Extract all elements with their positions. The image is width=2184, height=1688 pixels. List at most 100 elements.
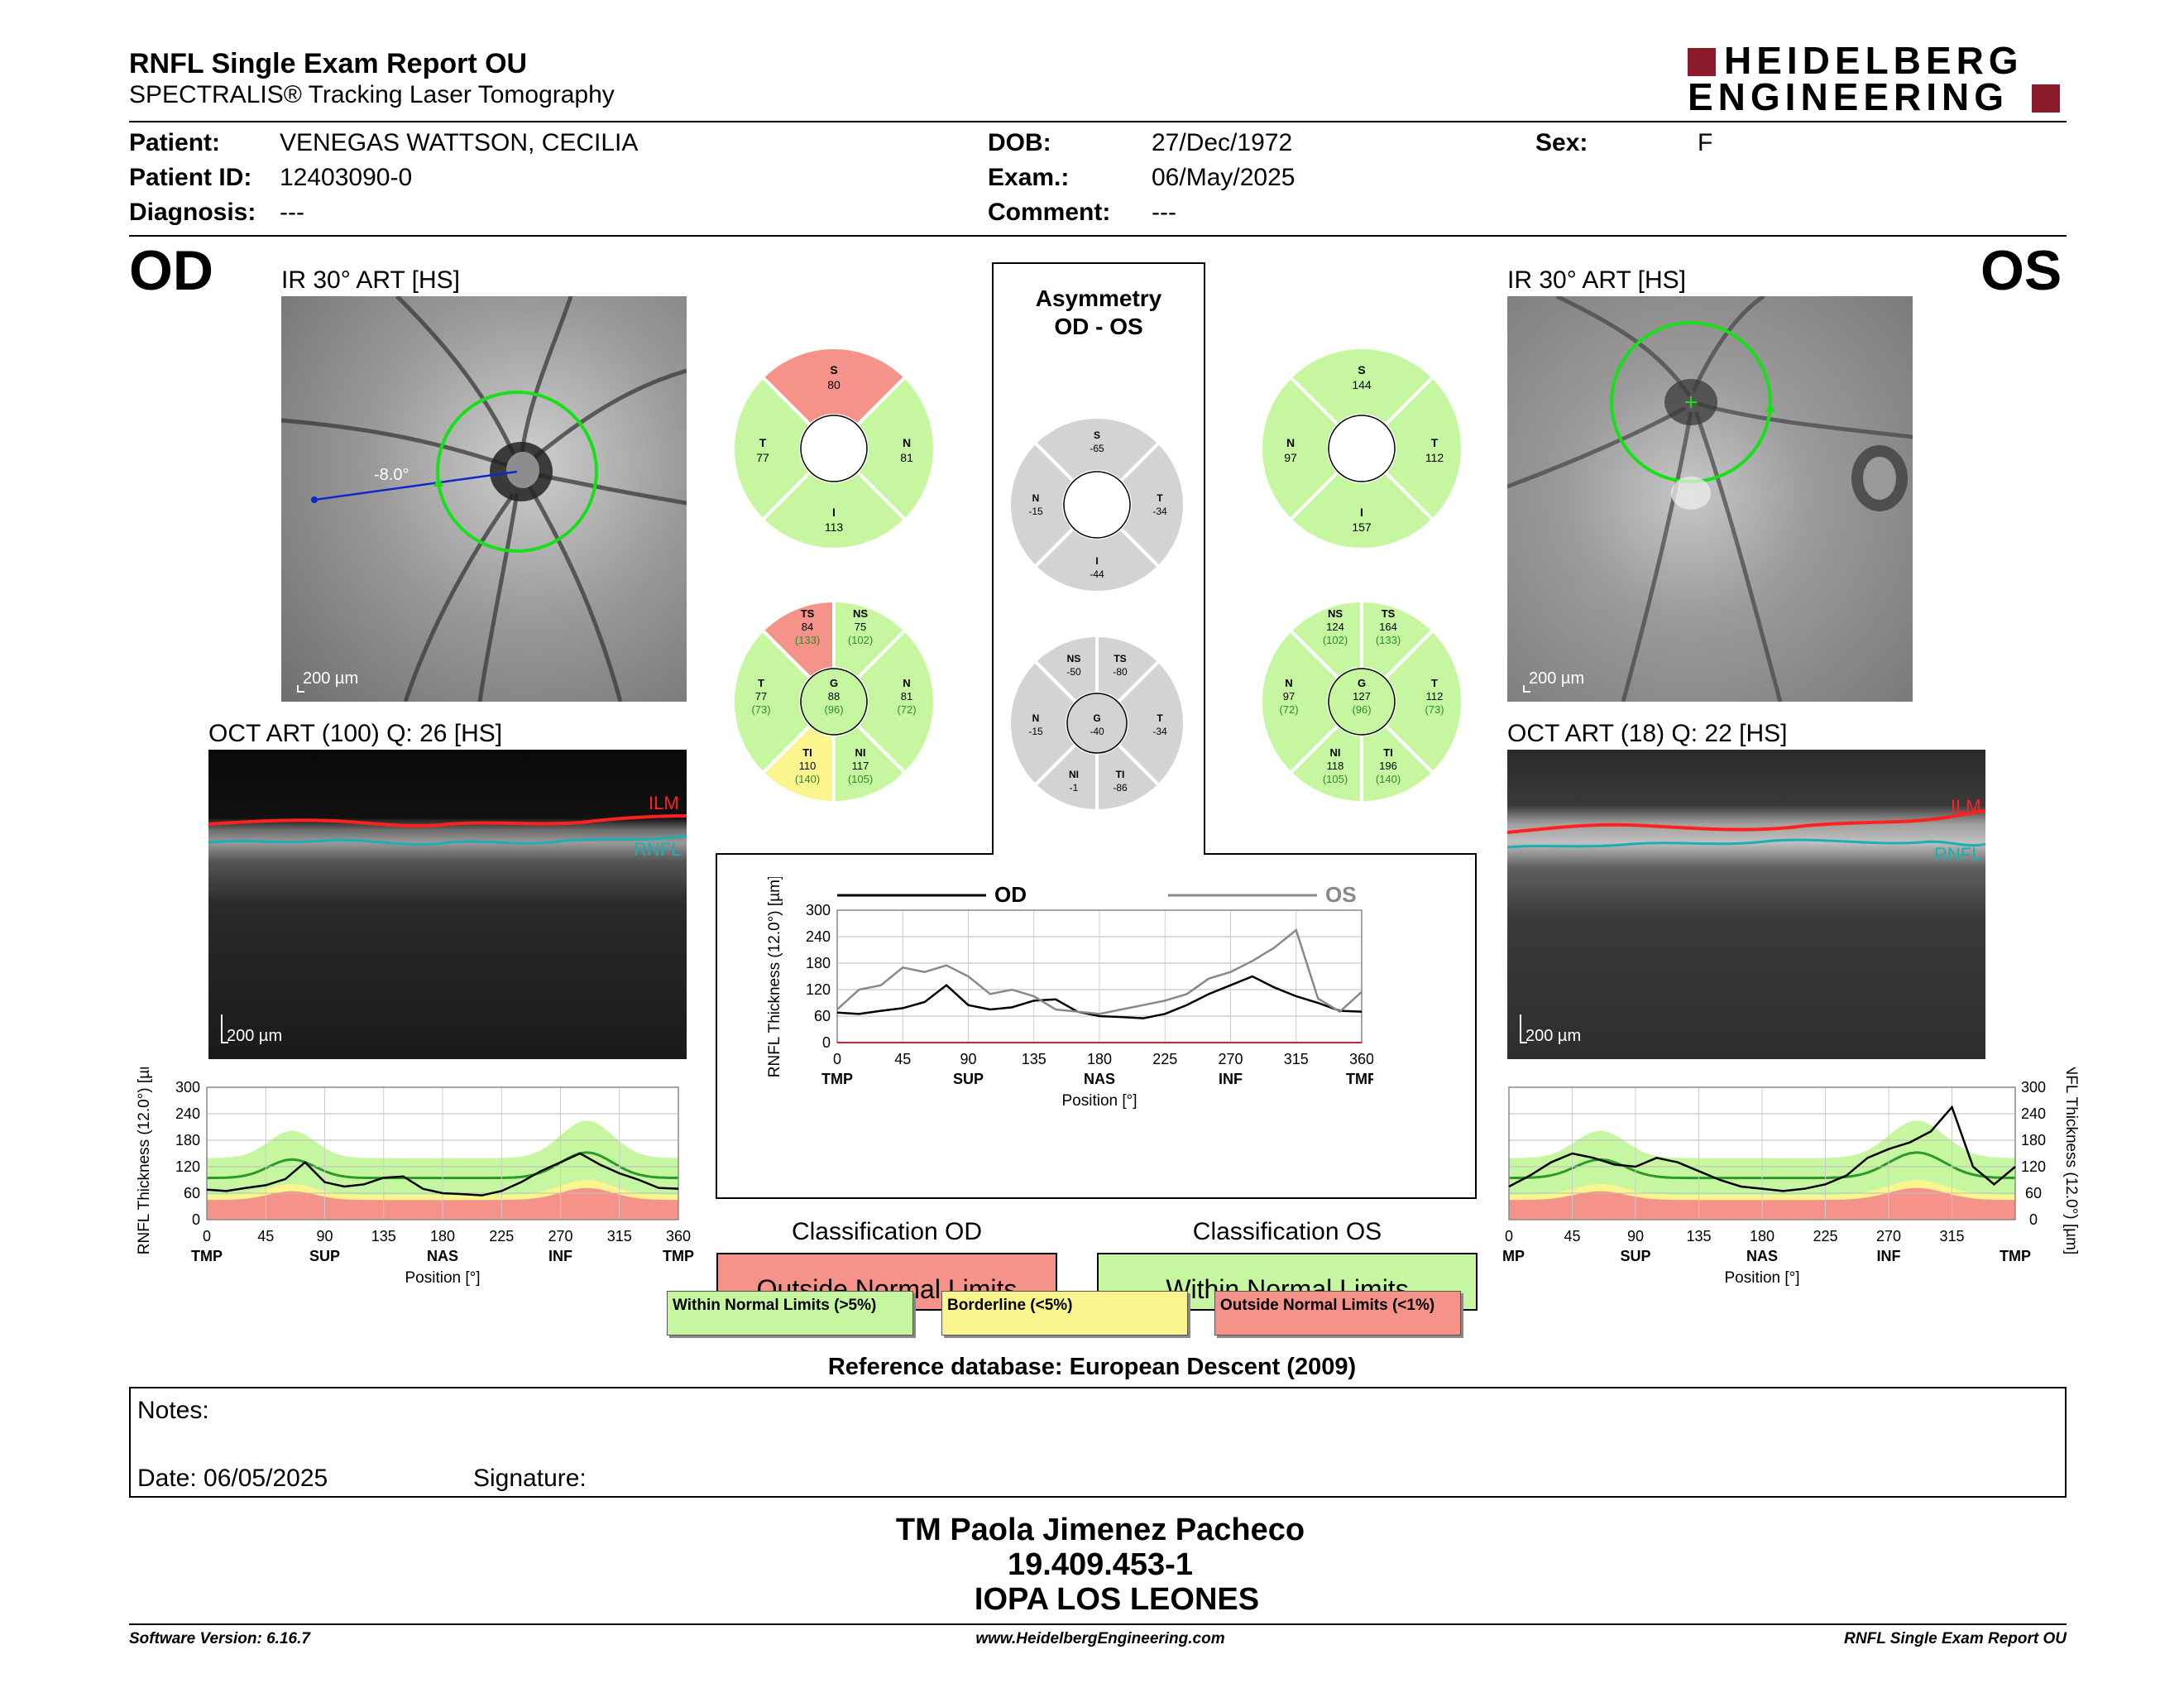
os-quad-i-label: I xyxy=(1360,506,1363,519)
x-tick-label: 135 xyxy=(1686,1228,1711,1244)
os-ir-fundus-image: 200 µm xyxy=(1507,296,1913,702)
x-tick-label: 270 xyxy=(548,1228,572,1244)
od-ir-fundus-image: -8.0° 200 µm xyxy=(281,296,687,702)
svg-text:N: N xyxy=(1285,677,1292,689)
od-sector-g xyxy=(800,668,868,736)
x-tick-label: 90 xyxy=(1627,1228,1644,1244)
svg-text:TI: TI xyxy=(1383,746,1393,759)
svg-text:117: 117 xyxy=(852,760,869,772)
stamp-line-3: IOPA LOS LEONES xyxy=(974,1582,1260,1617)
svg-text:TI: TI xyxy=(1116,769,1125,780)
legend-outside-normal: Outside Normal Limits (<1%) xyxy=(1214,1291,1461,1336)
os-rnfl-profile-chart: 0 60 120 180 240 300 0 45 90 135 180 225 270 315 TMP SU… xyxy=(1502,1067,2080,1287)
svg-text:T: T xyxy=(1431,677,1438,689)
footer-url[interactable]: www.HeidelbergEngineering.com xyxy=(975,1630,1225,1647)
y-tick-label: 60 xyxy=(814,1008,831,1024)
asymmetry-title-2: OD - OS xyxy=(1054,314,1142,339)
od-quad-t-label: T xyxy=(759,436,767,449)
svg-text:112: 112 xyxy=(1426,690,1444,703)
os-quad-s-value: 144 xyxy=(1352,378,1372,391)
series-line-1 xyxy=(1508,1105,2016,1192)
od-sector-diagram: TS 84 (133) NS 75 (102) T 77 (73) G 88 (… xyxy=(731,598,936,805)
region-label: NAS xyxy=(1746,1248,1778,1264)
notes-box: Notes: Date: 06/05/2025 Signature: xyxy=(129,1387,2067,1498)
svg-text:-86: -86 xyxy=(1113,782,1128,794)
y-tick-label: 300 xyxy=(806,902,831,918)
od-oct-bscan: ILM RNFL 200 µm xyxy=(208,750,687,1059)
x-tick-label: 225 xyxy=(1813,1228,1837,1244)
svg-text:77: 77 xyxy=(755,690,767,703)
svg-text:84: 84 xyxy=(802,621,813,633)
dob-value: 27/Dec/1972 xyxy=(1152,129,1293,156)
svg-text:G: G xyxy=(1093,712,1100,724)
y-tick-label: 300 xyxy=(175,1079,200,1096)
report-subtitle: SPECTRALIS® Tracking Laser Tomography xyxy=(129,81,615,108)
svg-text:81: 81 xyxy=(901,690,912,703)
region-label: SUP xyxy=(953,1071,984,1087)
os-sector-g xyxy=(1328,668,1396,736)
diagnosis-label: Diagnosis: xyxy=(129,199,256,226)
svg-text:124: 124 xyxy=(1326,621,1344,633)
plot-frame xyxy=(206,1086,679,1220)
heidelberg-logo: HEIDELBERG ENGINEERING xyxy=(1688,41,2068,118)
svg-text:75: 75 xyxy=(855,621,866,633)
svg-text:88: 88 xyxy=(828,690,840,703)
os-quad-s-label: S xyxy=(1358,363,1365,376)
dob-label: DOB: xyxy=(988,129,1051,156)
asym-sector-g xyxy=(1066,693,1128,754)
region-label: TMP xyxy=(821,1071,853,1087)
stamp-line-2: 19.409.453-1 xyxy=(1008,1547,1193,1582)
region-label: TMP xyxy=(1346,1071,1373,1087)
x-tick-label: 135 xyxy=(371,1228,396,1244)
region-label: INF xyxy=(1219,1071,1243,1087)
x-axis-label: Position [°] xyxy=(405,1269,480,1287)
od-quad-s-label: S xyxy=(830,363,837,376)
od-oct-ilm-label: ILM xyxy=(649,793,679,813)
os-oct-bscan: ILM RNFL 200 µm xyxy=(1507,750,1985,1059)
od-quadrant-diagram: S 80 T 77 N 81 I 113 xyxy=(731,346,936,551)
x-axis-label: Position [°] xyxy=(1061,1092,1137,1110)
x-tick-label: 180 xyxy=(1750,1228,1774,1244)
x-tick-label: 0 xyxy=(203,1228,211,1244)
series-line-2 xyxy=(836,928,1363,1015)
svg-text:-40: -40 xyxy=(1090,726,1104,737)
sex-label: Sex: xyxy=(1535,129,1588,156)
x-tick-label: 90 xyxy=(316,1228,333,1244)
svg-text:NI: NI xyxy=(1069,769,1079,780)
asym-quad-s-value: -65 xyxy=(1090,443,1104,454)
asymmetry-title-1: Asymmetry xyxy=(1036,285,1162,311)
patient-value: VENEGAS WATTSON, CECILIA xyxy=(280,129,639,156)
x-tick-label: 315 xyxy=(607,1228,632,1244)
asym-quad-i-label: I xyxy=(1095,555,1098,567)
notes-signature: Signature: xyxy=(473,1465,587,1492)
od-oct-rnfl-label: RNFL xyxy=(634,839,681,860)
y-tick-label: 60 xyxy=(2025,1185,2042,1201)
svg-text:NS: NS xyxy=(1328,607,1343,620)
x-tick-label: 0 xyxy=(1505,1228,1513,1244)
region-label: TMP xyxy=(191,1248,223,1264)
y-tick-label: 180 xyxy=(175,1132,200,1149)
legend-os-label: OS xyxy=(1325,882,1357,907)
svg-text:110: 110 xyxy=(799,760,817,772)
svg-text:(105): (105) xyxy=(848,773,873,785)
region-label: NAS xyxy=(427,1248,458,1264)
footer-report: RNFL Single Exam Report OU xyxy=(1844,1630,2067,1647)
x-tick-label: 0 xyxy=(833,1051,841,1067)
logo-line-2: ENGINEERING xyxy=(1688,75,2009,118)
os-classification-title: Classification OS xyxy=(1192,1218,1382,1245)
os-ir-scale: 200 µm xyxy=(1529,669,1584,688)
svg-text:97: 97 xyxy=(1283,690,1295,703)
od-quad-i-value: 113 xyxy=(825,520,844,534)
svg-text:TI: TI xyxy=(802,746,812,759)
svg-text:-34: -34 xyxy=(1152,726,1167,737)
asym-quad-n-label: N xyxy=(1032,492,1040,504)
y-axis-label: RNFL Thickness (12.0°) [µm] xyxy=(2062,1067,2080,1254)
x-tick-label: 135 xyxy=(1022,1051,1046,1067)
region-label: INF xyxy=(1877,1248,1901,1264)
asymmetry-panel: Asymmetry OD - OS xyxy=(716,262,1477,1199)
legend-od-label: OD xyxy=(994,882,1027,907)
os-quad-i-value: 157 xyxy=(1352,520,1372,534)
region-label: NAS xyxy=(1084,1071,1115,1087)
os-oct-scale: 200 µm xyxy=(1525,1027,1581,1045)
